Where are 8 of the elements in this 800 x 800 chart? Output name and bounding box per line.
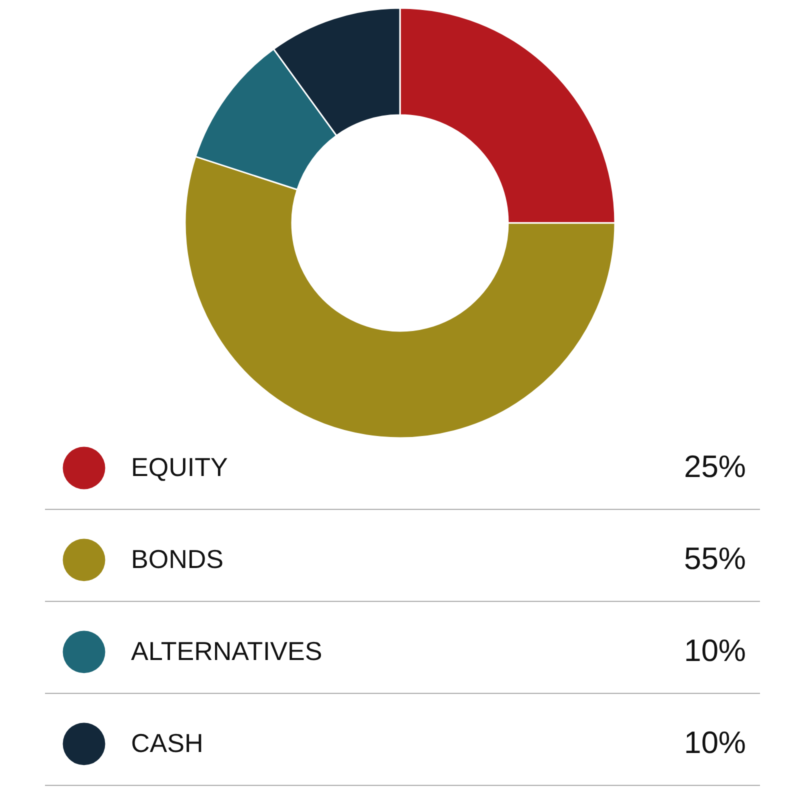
data-label: 25% xyxy=(684,448,746,484)
data-label: 55% xyxy=(684,540,746,576)
legend-label: CASH xyxy=(131,728,204,758)
data-label: 10% xyxy=(684,632,746,668)
legend-label: ALTERNATIVES xyxy=(131,636,322,666)
data-label: 10% xyxy=(684,724,746,760)
legend-label: BONDS xyxy=(131,544,224,574)
legend-label: EQUITY xyxy=(131,452,228,482)
